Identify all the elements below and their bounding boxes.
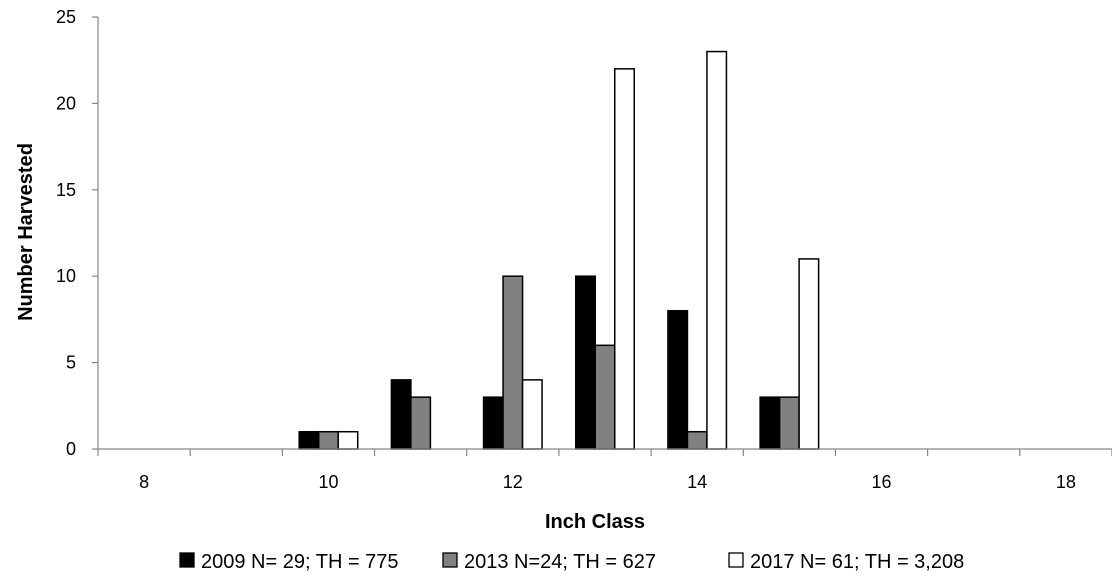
legend-label: 2009 N= 29; TH = 775 bbox=[201, 551, 399, 573]
legend-swatch bbox=[442, 552, 458, 568]
x-tick-label: 16 bbox=[872, 472, 892, 492]
x-tick-label: 8 bbox=[139, 472, 149, 492]
y-axis-title: Number Harvested bbox=[15, 143, 37, 321]
bar-2013-10 bbox=[317, 430, 339, 450]
bars-group bbox=[298, 50, 820, 450]
bar-2013-12 bbox=[502, 275, 524, 450]
x-tick-label: 10 bbox=[318, 472, 338, 492]
legend-swatch bbox=[728, 552, 744, 568]
bar-2017-14 bbox=[706, 50, 728, 450]
x-tick-label: 18 bbox=[1056, 472, 1076, 492]
x-tick-label: 14 bbox=[687, 472, 707, 492]
x-tick-label: 12 bbox=[503, 472, 523, 492]
y-tick-label: 15 bbox=[56, 180, 76, 200]
tick-labels-group: 0 5 10 15 20 25 8 10 12 14 16 18 bbox=[56, 7, 1076, 492]
bar-2017-15 bbox=[798, 258, 820, 450]
bar-2013-11 bbox=[410, 396, 432, 450]
legend: 2009 N= 29; TH = 775 2013 N=24; TH = 627 2… bbox=[179, 551, 964, 573]
y-tick-label: 20 bbox=[56, 93, 76, 113]
y-tick-label: 0 bbox=[66, 439, 76, 459]
bar-2013-14 bbox=[686, 430, 708, 450]
bar-2017-12 bbox=[521, 379, 543, 450]
legend-label: 2013 N=24; TH = 627 bbox=[464, 551, 656, 573]
legend-label: 2017 N= 61; TH = 3,208 bbox=[750, 551, 964, 573]
bar-2017-10 bbox=[337, 430, 359, 450]
bar-2009-13 bbox=[575, 275, 596, 450]
bar-2017-13 bbox=[614, 68, 635, 450]
y-tick-label: 10 bbox=[56, 266, 76, 286]
bar-2009-10 bbox=[298, 430, 320, 450]
legend-swatch bbox=[179, 552, 195, 568]
y-tick-label: 5 bbox=[66, 353, 76, 373]
y-tick-label: 25 bbox=[56, 7, 76, 27]
bar-2009-12 bbox=[482, 396, 504, 450]
bar-2009-14 bbox=[667, 310, 689, 450]
x-axis-title: Inch Class bbox=[545, 511, 645, 533]
bar-2013-13 bbox=[594, 344, 616, 450]
bar-2009-15 bbox=[759, 396, 781, 450]
bar-2013-15 bbox=[778, 396, 800, 450]
axes-group bbox=[92, 16, 1112, 456]
bar-2009-11 bbox=[390, 379, 412, 450]
